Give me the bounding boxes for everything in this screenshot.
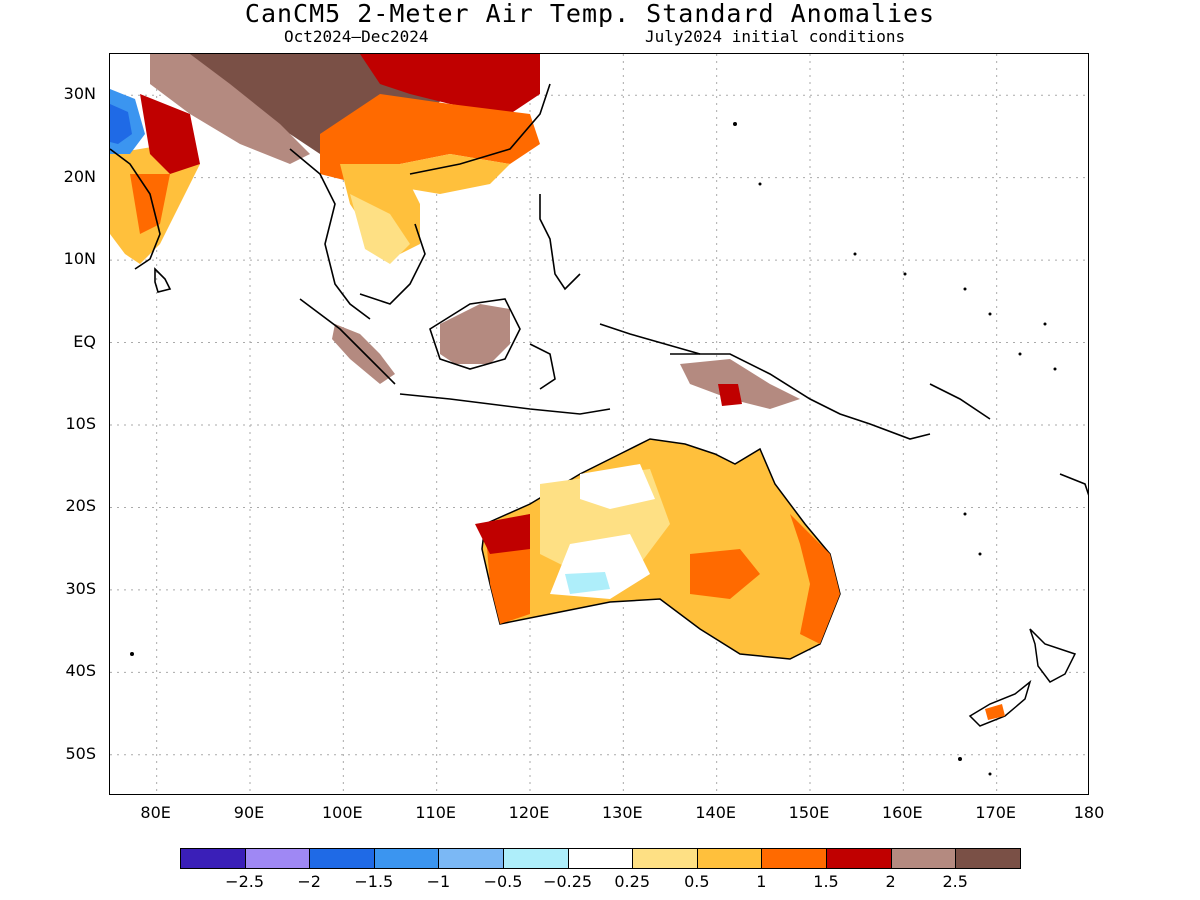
lon-tick-label: 80E bbox=[140, 803, 171, 822]
australia bbox=[475, 438, 841, 660]
maritime-continent bbox=[332, 304, 800, 409]
legend-tick-label: 0.5 bbox=[684, 872, 710, 891]
new-guinea-hotspot bbox=[718, 384, 742, 406]
coastlines bbox=[110, 83, 1088, 496]
forecast-period: Oct2024–Dec2024 bbox=[284, 27, 429, 46]
legend-tick-label: 2 bbox=[885, 872, 896, 891]
legend-tick-label: −1.5 bbox=[354, 872, 394, 891]
legend-color-bin bbox=[503, 848, 569, 869]
legend-color-bin bbox=[761, 848, 827, 869]
legend-tick-label: −2 bbox=[297, 872, 321, 891]
australia-cold-patch bbox=[565, 572, 610, 594]
lat-tick-label: 40S bbox=[65, 661, 96, 681]
anomaly-map bbox=[110, 54, 1088, 794]
lon-tick-label: 150E bbox=[788, 803, 830, 822]
legend-color-bin bbox=[438, 848, 504, 869]
lon-tick-label: 140E bbox=[695, 803, 736, 822]
lon-tick-label: 110E bbox=[415, 803, 456, 822]
legend-tick-label: −1 bbox=[426, 872, 451, 891]
legend-color-bin bbox=[309, 848, 375, 869]
australia-west-red bbox=[475, 514, 530, 554]
mainland-se-asia-light bbox=[350, 194, 410, 264]
lat-tick-label: 20S bbox=[65, 496, 96, 516]
new-zealand bbox=[968, 628, 1077, 727]
new-guinea-anomaly bbox=[680, 359, 800, 409]
lon-tick-label: 180 bbox=[1073, 803, 1105, 822]
legend-tick-label: −2.5 bbox=[225, 872, 265, 891]
australia-north-white bbox=[580, 464, 655, 509]
himalaya-anomaly-area bbox=[150, 54, 310, 164]
legend-color-bin bbox=[567, 848, 634, 869]
legend-tick-label: −0.25 bbox=[543, 872, 593, 891]
lon-tick-label: 90E bbox=[233, 803, 265, 822]
lat-tick-label: EQ bbox=[73, 331, 96, 351]
lat-tick-label: 10S bbox=[65, 414, 96, 433]
map-panel bbox=[109, 53, 1089, 795]
india-north-anomaly bbox=[140, 94, 200, 174]
legend-color-bin bbox=[244, 848, 311, 869]
lon-tick-label: 160E bbox=[882, 803, 923, 822]
legend-color-bin bbox=[890, 848, 957, 869]
australia-east-coast-orange bbox=[790, 514, 840, 644]
nz-south-island-anomaly bbox=[985, 704, 1005, 720]
legend-color-bin bbox=[180, 848, 246, 869]
lon-tick-label: 100E bbox=[322, 803, 363, 822]
lon-tick-label: 170E bbox=[975, 803, 1016, 822]
legend-color-bin bbox=[696, 848, 763, 869]
india-orange-area bbox=[130, 174, 170, 234]
lat-tick-label: 50S bbox=[65, 743, 96, 763]
lat-tick-label: 30S bbox=[65, 578, 96, 598]
lon-tick-label: 130E bbox=[602, 803, 643, 822]
legend-color-bin bbox=[373, 848, 440, 869]
pacific-islands bbox=[130, 122, 1057, 776]
south-china-coast-area bbox=[400, 154, 510, 194]
color-legend bbox=[180, 848, 1021, 869]
legend-color-bin bbox=[826, 848, 892, 869]
lat-tick-label: 20N bbox=[63, 166, 96, 186]
legend-tick-label: 1.5 bbox=[813, 872, 839, 891]
arabian-cold-core bbox=[110, 104, 132, 144]
initial-conditions: July2024 initial conditions bbox=[645, 27, 906, 46]
map-title: CanCM5 2-Meter Air Temp. Standard Anomal… bbox=[244, 0, 936, 28]
legend-color-bin bbox=[955, 848, 1021, 869]
lon-tick-label: 120E bbox=[508, 803, 550, 822]
map-grid bbox=[110, 54, 1088, 794]
legend-tick-label: −0.5 bbox=[483, 872, 523, 891]
china-anomaly-area bbox=[360, 54, 540, 114]
legend-tick-label: 1 bbox=[756, 872, 767, 891]
asia-region bbox=[110, 54, 540, 264]
australia-outline-fill bbox=[481, 438, 841, 660]
legend-color-bin bbox=[632, 848, 698, 869]
australia-east-orange bbox=[690, 549, 760, 599]
lat-tick-label: 10N bbox=[63, 249, 96, 269]
borneo-anomaly bbox=[440, 304, 510, 364]
lat-tick-label: 30N bbox=[63, 84, 96, 104]
nz-north-island bbox=[1029, 628, 1077, 683]
south-china-anomaly-area bbox=[320, 94, 540, 184]
legend-tick-label: 0.25 bbox=[614, 872, 650, 891]
legend-tick-label: 2.5 bbox=[942, 872, 968, 891]
nz-south-island bbox=[968, 679, 1032, 727]
